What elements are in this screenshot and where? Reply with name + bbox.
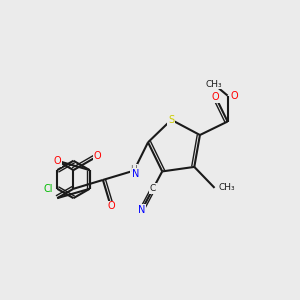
Text: O: O [230,91,238,100]
Text: O: O [94,151,101,161]
Text: O: O [212,92,219,102]
Text: N: N [132,169,140,179]
Text: C: C [150,184,156,193]
Text: N: N [138,205,146,215]
Text: H: H [130,165,137,174]
Text: CH₃: CH₃ [206,80,222,89]
Text: O: O [53,156,61,166]
Text: CH₃: CH₃ [219,183,236,192]
Text: O: O [107,201,115,211]
Text: Cl: Cl [43,184,53,194]
Text: S: S [168,115,174,125]
